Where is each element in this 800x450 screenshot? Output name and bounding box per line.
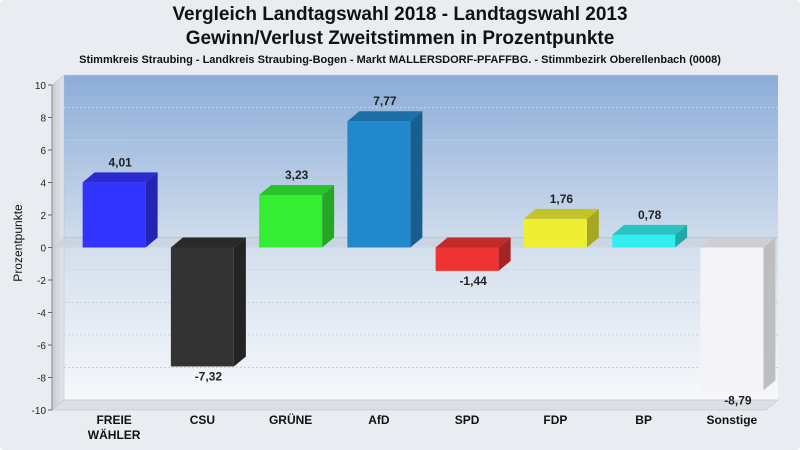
value-label: -8,79 [724,393,752,407]
y-tick-label: -10 [32,406,47,417]
bar-6 [523,208,599,248]
value-label: 7,77 [373,94,397,108]
bar-5 [435,237,511,271]
y-tick-label: -4 [37,309,46,320]
y-tick-label: 8 [40,114,46,125]
value-label: 1,76 [550,192,574,206]
bar-8 [700,237,776,391]
y-tick-label: 0 [40,244,46,255]
value-label: 0,78 [638,208,662,222]
y-tick-label: 4 [40,179,46,190]
chart-title: Vergleich Landtagswahl 2018 - Landtagswa… [172,4,628,25]
y-tick-label: 6 [40,146,46,157]
y-tick-label: -2 [37,276,46,287]
bar-4 [347,111,423,248]
y-tick-label: 10 [35,81,47,92]
bar-7 [612,224,688,248]
y-tick-label: 2 [40,211,46,222]
chart-subtitle: Gewinn/Verlust Zweitstimmen in Prozentpu… [185,28,615,49]
value-label: 4,01 [108,155,132,169]
category-label: GRÜNE [269,412,312,427]
y-tick-label: -6 [37,341,46,352]
value-label: 3,23 [285,168,309,182]
value-label: -1,44 [459,274,487,288]
y-axis-label: Prozentpunkte [11,204,25,282]
chart-caption: Stimmkreis Straubing - Landkreis Straubi… [79,54,721,66]
y-tick-label: -8 [37,374,46,385]
bar-3 [259,185,335,248]
category-label: SPD [455,413,480,427]
bar-1 [82,172,158,248]
category-label: AfD [368,413,390,427]
bar-2 [170,237,246,367]
category-label: FREIE WÄHLER [88,413,141,442]
category-label: Sonstige [707,413,758,427]
category-label: CSU [190,413,215,427]
category-label: FDP [543,413,567,427]
value-label: -7,32 [195,369,223,383]
floor [51,399,779,411]
category-label: BP [635,413,652,427]
